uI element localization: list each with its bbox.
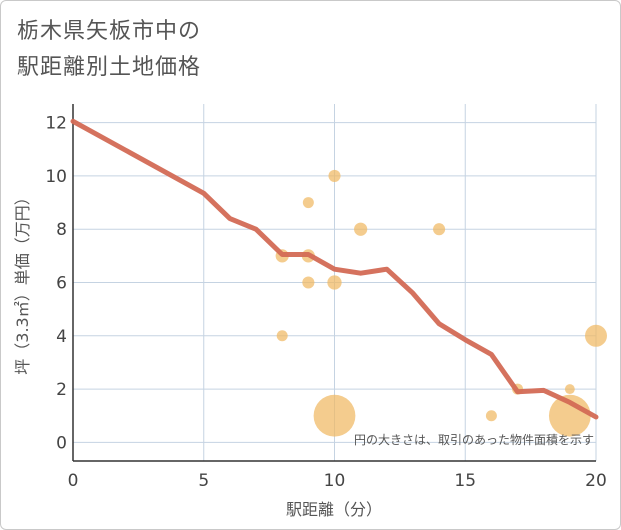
x-tick-label: 15	[454, 471, 476, 491]
x-tick-label: 20	[585, 471, 607, 491]
scatter-point	[302, 197, 314, 209]
scatter-point	[354, 222, 368, 236]
trend-line	[70, 118, 599, 420]
trend-line-group	[70, 118, 599, 420]
chart-title-line2: 駅距離別土地価格	[17, 55, 202, 80]
x-tick-label: 10	[324, 471, 346, 491]
y-tick-label: 0	[56, 433, 67, 453]
scatter-point	[548, 394, 591, 437]
y-tick-label: 12	[45, 114, 67, 134]
y-tick-label: 6	[56, 274, 67, 294]
y-tick-label: 2	[56, 380, 67, 400]
y-axis-label: 坪（3.3㎡）単価（万円）	[13, 189, 32, 374]
scatter-point	[313, 394, 356, 437]
scatter-point	[585, 324, 607, 347]
chart-title-line1: 栃木県矢板市中の	[17, 19, 202, 44]
y-tick-label: 10	[45, 167, 67, 187]
x-axis-label: 駅距離（分）	[286, 500, 382, 519]
x-tick-label: 5	[198, 471, 209, 491]
scatter-point	[328, 169, 341, 182]
y-tick-label: 8	[56, 220, 67, 240]
x-tick-label: 0	[68, 471, 79, 491]
chart-title: 栃木県矢板市中の 駅距離別土地価格	[17, 14, 201, 86]
ticks: 0 5 10 15 20 0 2 4 6 8 10 12	[45, 114, 606, 491]
y-tick-label: 4	[56, 327, 67, 347]
scatter-point	[564, 384, 575, 395]
scatter-point	[302, 276, 315, 289]
bubble-size-note: 円の大きさは、取引のあった物件面積を示す	[354, 432, 594, 447]
scatter-point	[485, 410, 497, 422]
scatter-point	[433, 223, 446, 236]
scatter-point	[276, 330, 288, 342]
scatter-point	[327, 275, 342, 290]
